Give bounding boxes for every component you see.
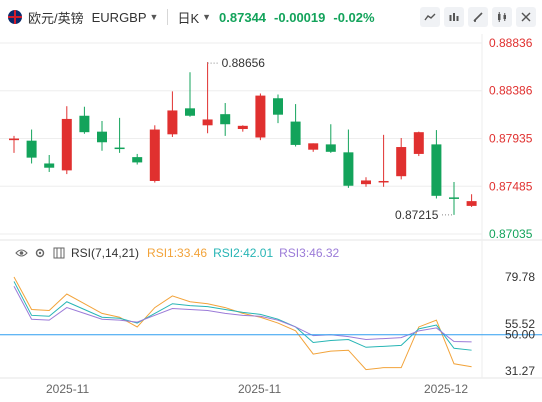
candle-body [325,144,336,152]
candle-body [220,114,231,125]
rsi-name: RSI(7,14,21) [71,246,140,260]
price-axis-label: 0.87035 [489,227,533,241]
price-axis-label: 0.88386 [489,84,533,98]
candle-body [361,180,371,185]
candle-body [44,163,55,168]
candle-body [97,131,107,143]
candle-body [343,152,354,186]
eye-icon[interactable] [14,246,28,260]
rsi-axis-label: 79.78 [505,270,535,284]
candle-body [185,108,195,116]
high-annotation: 0.88656 [222,56,266,70]
rsi-axis-label: 55.52 [505,317,535,331]
candles-layer [9,62,477,215]
candle-body [26,140,37,158]
toolbar: 欧元/英镑 EURGBP ▼ 日K ▼ 0.87344 -0.00019 -0.… [0,0,542,34]
candle-body [290,121,301,145]
rsi-header: RSI(7,14,21) RSI1:33.46 RSI2:42.01 RSI3:… [14,246,339,260]
candle-body [378,180,389,183]
date-label: 2025-11 [238,382,281,396]
candle-body [79,115,90,133]
rsi-line-2 [13,281,472,351]
candle-body [202,119,213,126]
candle-body [273,98,283,115]
candle-body [9,138,19,141]
chart-settings-icon[interactable] [52,246,66,260]
fullscreen-icon[interactable] [516,7,536,27]
candle-body [149,129,160,181]
candle-body [114,147,125,150]
candle-body [255,95,266,138]
candle-body [61,118,72,171]
candle-body [132,157,143,163]
flag-icon [8,10,22,24]
price-axis-label: 0.87935 [489,132,533,146]
last-price: 0.87344 [219,9,267,25]
price-change: -0.00019 [274,9,326,25]
candle-body [237,125,248,130]
candle-body [396,147,407,177]
rsi-line-3 [13,286,472,343]
price-axis-label: 0.88836 [489,36,533,50]
candle-body [308,143,319,150]
rsi3-value: RSI3:46.32 [279,246,340,260]
indicator-icon[interactable] [444,7,464,27]
chevron-down-icon[interactable]: ▼ [202,12,212,22]
rsi1-value: RSI1:33.46 [147,246,208,260]
candle-body [449,197,459,199]
candle-body [466,201,477,206]
candle-body [413,132,424,154]
draw-icon[interactable] [468,7,488,27]
pair-name: 欧元/英镑 [28,10,84,26]
date-label: 2025-12 [424,382,468,396]
toolbar-icons [420,7,536,27]
gear-icon[interactable] [33,246,47,260]
rsi2-value: RSI2:42.01 [213,246,274,260]
date-label: 2025-11 [46,382,89,396]
rsi-lines-layer [0,276,542,371]
candle-body [431,144,442,196]
compare-icon[interactable] [492,7,512,27]
rsi-axis-label: 50.00 [505,328,535,342]
timeframe-select[interactable]: 日K [177,10,200,26]
divider [167,9,169,25]
rsi-line-1 [13,276,472,371]
symbol-select[interactable]: EURGBP [91,9,147,25]
candle-body [167,110,178,135]
price-axis-label: 0.87485 [489,179,533,193]
rsi-axis-label: 31.27 [505,364,535,378]
low-annotation: 0.87215 [395,208,439,222]
chevron-down-icon[interactable]: ▼ [149,12,159,22]
line-chart-icon[interactable] [420,7,440,27]
price-change-pct: -0.02% [333,9,375,25]
